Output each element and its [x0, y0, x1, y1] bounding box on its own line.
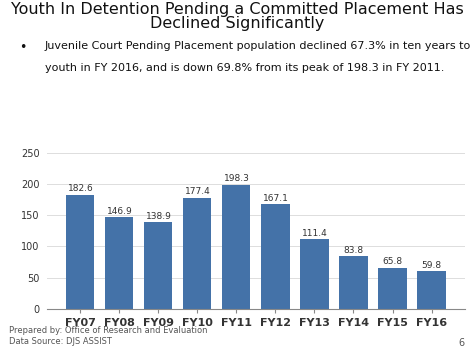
- Text: Youth In Detention Pending a Committed Placement Has: Youth In Detention Pending a Committed P…: [10, 2, 464, 17]
- Text: 138.9: 138.9: [146, 212, 172, 220]
- Bar: [66, 195, 94, 309]
- Text: 6: 6: [458, 338, 465, 348]
- Bar: [105, 217, 134, 309]
- Bar: [378, 268, 407, 309]
- Text: Data Source: DJS ASSIST: Data Source: DJS ASSIST: [9, 337, 112, 346]
- Bar: [418, 272, 446, 309]
- Text: youth in FY 2016, and is down 69.8% from its peak of 198.3 in FY 2011.: youth in FY 2016, and is down 69.8% from…: [45, 63, 445, 73]
- Bar: [145, 222, 173, 309]
- Bar: [183, 198, 211, 309]
- Text: 59.8: 59.8: [421, 261, 442, 270]
- Text: 182.6: 182.6: [67, 184, 93, 193]
- Text: Declined Significantly: Declined Significantly: [150, 16, 324, 31]
- Text: 65.8: 65.8: [383, 257, 402, 266]
- Text: 146.9: 146.9: [107, 207, 132, 215]
- Text: Prepared by: Office of Research and Evaluation: Prepared by: Office of Research and Eval…: [9, 327, 208, 335]
- Bar: [262, 204, 290, 309]
- Text: Juvenile Court Pending Placement population declined 67.3% in ten years to 59.8: Juvenile Court Pending Placement populat…: [45, 41, 474, 51]
- Text: •: •: [19, 41, 27, 54]
- Bar: [301, 239, 328, 309]
- Bar: [339, 257, 367, 309]
- Bar: [222, 185, 250, 309]
- Text: 198.3: 198.3: [224, 174, 249, 184]
- Text: 167.1: 167.1: [263, 194, 288, 203]
- Text: 83.8: 83.8: [344, 246, 364, 255]
- Text: 177.4: 177.4: [184, 187, 210, 196]
- Text: 111.4: 111.4: [301, 229, 328, 238]
